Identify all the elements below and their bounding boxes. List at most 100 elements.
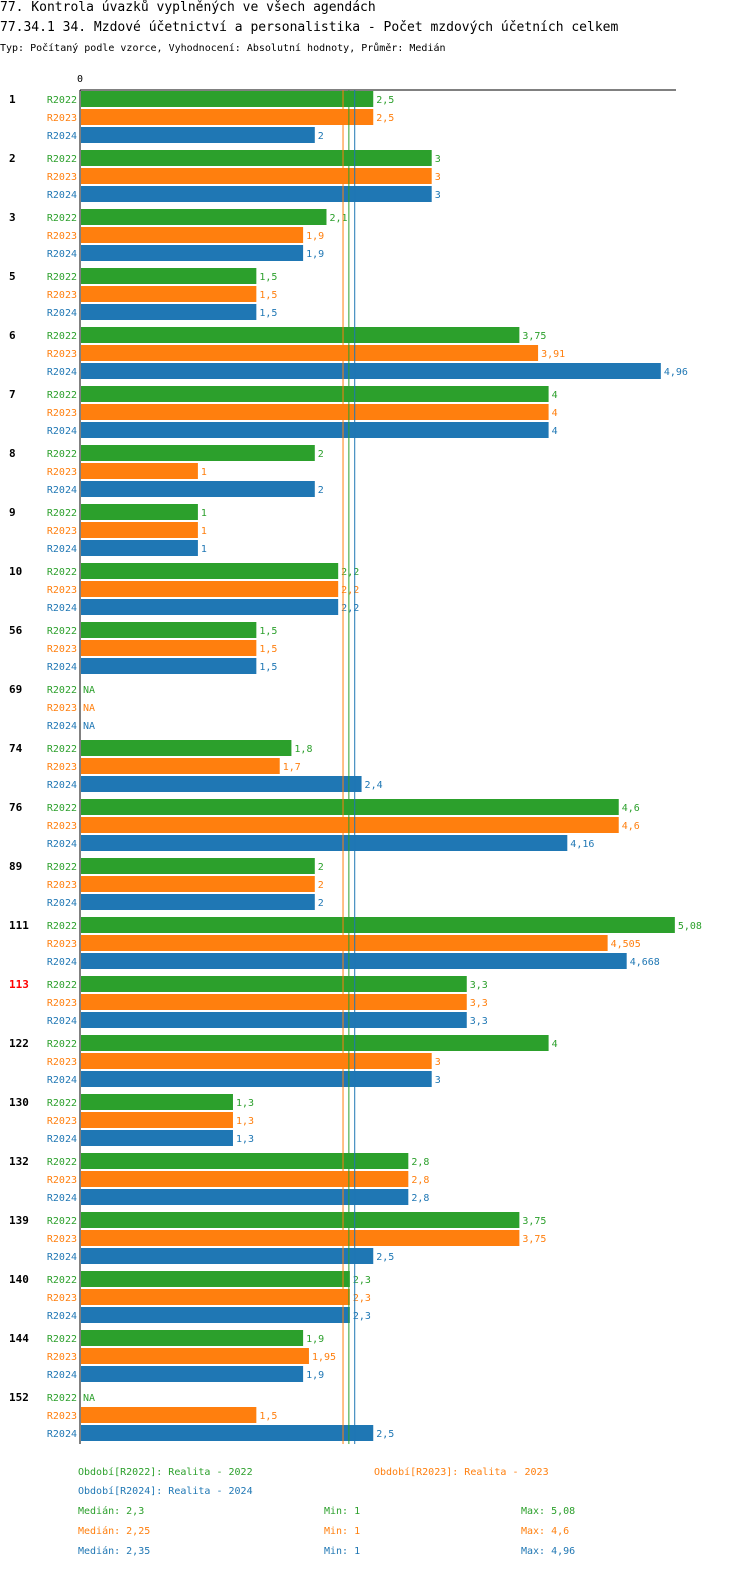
series-label: R2023: [47, 349, 77, 360]
bar-value-label: 1,5: [259, 662, 277, 673]
series-label: R2024: [47, 485, 77, 496]
bar: [81, 1348, 309, 1364]
bar: [81, 1153, 409, 1169]
bar-value-label: 2: [318, 898, 324, 909]
bar: [81, 1171, 409, 1187]
series-label: R2022: [47, 1098, 77, 1109]
bar-value-label: 3: [435, 1075, 441, 1086]
stat-median: Medián: 2,35: [78, 1545, 150, 1557]
series-label: R2023: [47, 1411, 77, 1422]
bar-value-label: 4,16: [570, 839, 594, 850]
bar-value-label: 1,9: [306, 231, 324, 242]
bar-value-label: 1,9: [306, 1334, 324, 1345]
bar-value-label: 1: [201, 526, 207, 537]
series-label: R2022: [47, 1216, 77, 1227]
group-label: 111: [9, 919, 29, 932]
group-label: 69: [9, 683, 22, 696]
bar: [81, 1189, 409, 1205]
series-label: R2023: [47, 644, 77, 655]
bar-value-label: 1: [201, 467, 207, 478]
bar-value-label: 4: [552, 408, 558, 419]
bar-value-label: 1,9: [306, 249, 324, 260]
bar-value-label: 2,1: [329, 213, 347, 224]
series-label: R2023: [47, 290, 77, 301]
bar-value-label: 2,4: [365, 780, 383, 791]
series-label: R2022: [47, 980, 77, 991]
bar: [81, 1094, 233, 1110]
bar-value-label: 3: [435, 172, 441, 183]
bar: [81, 345, 539, 361]
bar-value-label: 3,75: [522, 1216, 546, 1227]
series-label: R2023: [47, 113, 77, 124]
bar: [81, 91, 374, 107]
bar-value-label: 5,08: [678, 921, 702, 932]
stat-min: Min: 1: [324, 1506, 360, 1517]
group-label: 6: [9, 329, 16, 342]
bar: [81, 835, 568, 851]
bar: [81, 622, 257, 638]
bar: [81, 1366, 304, 1382]
series-label: R2023: [47, 762, 77, 773]
series-label: R2024: [47, 780, 77, 791]
series-label: R2024: [47, 957, 77, 968]
series-label: R2023: [47, 1234, 77, 1245]
bar: [81, 150, 432, 166]
bar-value-label: 1,3: [236, 1116, 254, 1127]
bar: [81, 1425, 374, 1441]
series-label: R2024: [47, 839, 77, 850]
bar-value-label: 3,3: [470, 998, 488, 1009]
bar: [81, 1271, 350, 1287]
series-label: R2023: [47, 880, 77, 891]
series-label: R2024: [47, 249, 77, 260]
bar: [81, 422, 549, 438]
series-label: R2024: [47, 1134, 77, 1145]
group-label: 10: [9, 565, 22, 578]
bar: [81, 445, 315, 461]
series-label: R2022: [47, 685, 77, 696]
bar-value-label: 2: [318, 131, 324, 142]
bar: [81, 168, 432, 184]
bar: [81, 1289, 350, 1305]
bar-value-label: 1,5: [259, 290, 277, 301]
bar: [81, 404, 549, 420]
bar-value-label: 1,7: [283, 762, 301, 773]
chart-title: 77. Kontrola úvazků vyplněných ve všech …: [0, 0, 376, 15]
series-label: R2022: [47, 154, 77, 165]
series-label: R2022: [47, 213, 77, 224]
group-label: 74: [9, 742, 23, 755]
bar: [81, 186, 432, 202]
bar: [81, 976, 467, 992]
bar: [81, 935, 608, 951]
bar-value-label: 1,5: [259, 644, 277, 655]
stat-min: Min: 1: [324, 1546, 360, 1557]
bar-value-label: 2,8: [411, 1157, 429, 1168]
group-label: 8: [9, 447, 16, 460]
bar: [81, 894, 315, 910]
bar: [81, 953, 627, 969]
series-label: R2024: [47, 190, 77, 201]
bar: [81, 776, 362, 792]
series-label: R2023: [47, 939, 77, 950]
group-label: 76: [9, 801, 23, 814]
bar-value-label: 1,5: [259, 626, 277, 637]
bar: [81, 858, 315, 874]
bar: [81, 563, 339, 579]
bar-value-label: 1,5: [259, 308, 277, 319]
group-label: 144: [9, 1332, 29, 1345]
stat-max: Max: 4,6: [521, 1526, 569, 1537]
bar-value-label: 2: [318, 449, 324, 460]
stat-min: Min: 1: [324, 1526, 360, 1537]
bar-value-label: 1,9: [306, 1370, 324, 1381]
series-label: R2022: [47, 921, 77, 932]
bar-value-label: 3,75: [522, 331, 546, 342]
series-label: R2024: [47, 662, 77, 673]
series-label: R2023: [47, 1116, 77, 1127]
bar: [81, 1071, 432, 1087]
bar-value-label: 3,3: [470, 980, 488, 991]
bar: [81, 1012, 467, 1028]
bar: [81, 209, 327, 225]
series-label: R2024: [47, 131, 77, 142]
series-label: R2023: [47, 1352, 77, 1363]
series-label: R2022: [47, 449, 77, 460]
series-label: R2022: [47, 567, 77, 578]
